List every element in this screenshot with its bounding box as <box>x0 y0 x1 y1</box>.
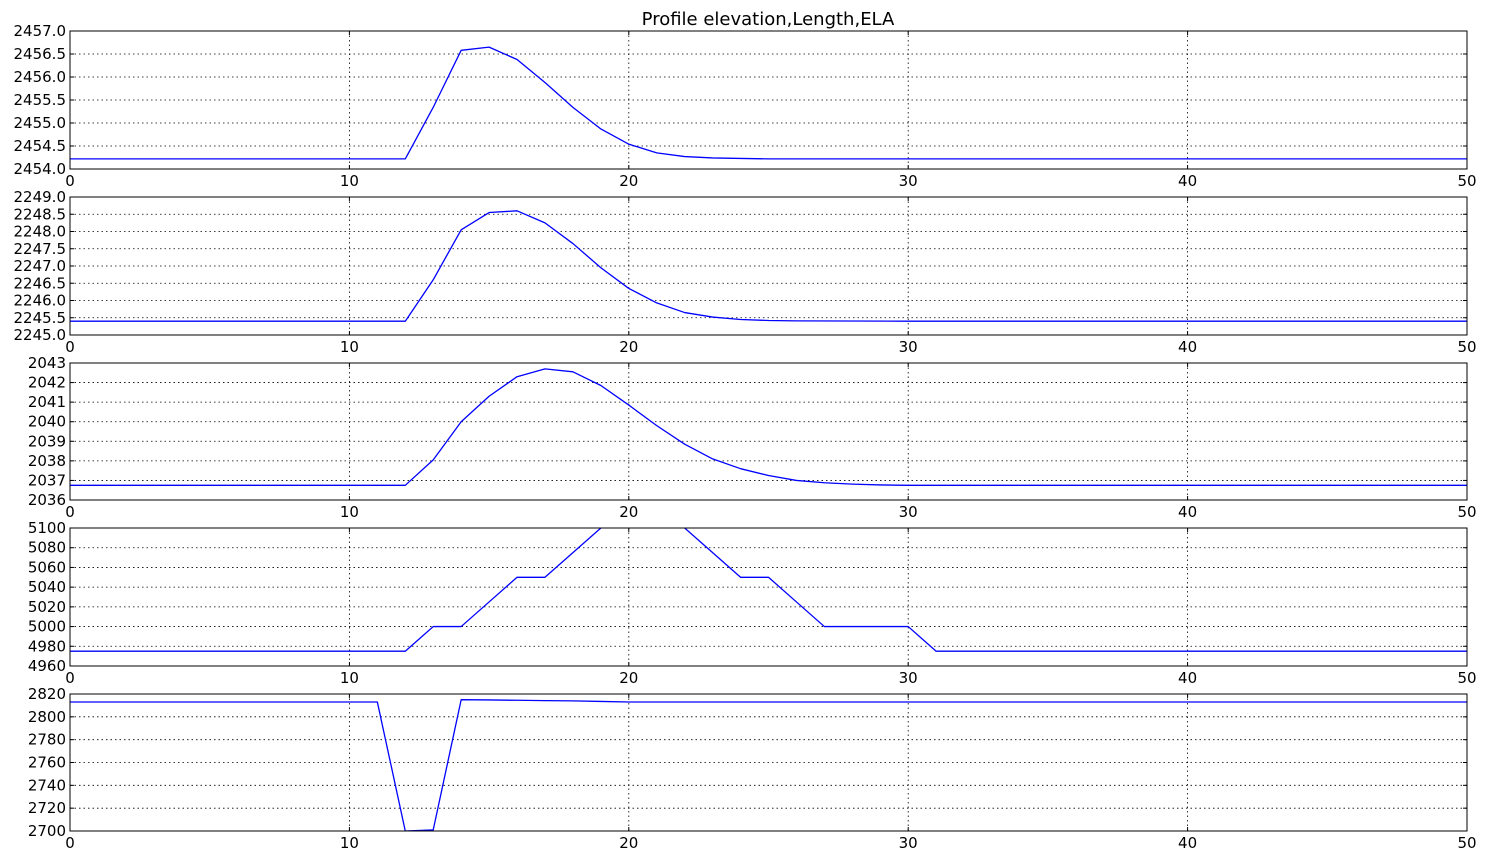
x-tick-label: 50 <box>1457 503 1476 521</box>
y-tick-label: 2036 <box>28 491 66 509</box>
x-tick-label: 20 <box>619 834 638 852</box>
grid <box>70 363 1467 500</box>
y-tick-label: 2454.0 <box>14 160 67 178</box>
x-tick-label: 0 <box>65 338 75 356</box>
plot-area <box>70 528 1467 666</box>
series-line-4-1 <box>70 528 1467 652</box>
x-tick-label: 10 <box>340 669 359 687</box>
y-tick-label: 2454.5 <box>14 137 67 155</box>
x-tick-label: 30 <box>899 172 918 190</box>
y-tick-label: 2245.0 <box>14 326 67 344</box>
axes-frame <box>69 527 1468 667</box>
x-tick-label: 0 <box>65 503 75 521</box>
x-tick-label: 40 <box>1178 338 1197 356</box>
y-tick-label: 2700 <box>28 822 66 840</box>
y-tick-label: 5080 <box>28 539 66 557</box>
y-tick-label: 2740 <box>28 776 66 794</box>
subplot-4: 0 10 20 30 40 5049604980500050205040506050805… <box>28 519 1477 687</box>
series-line-3-1 <box>70 368 1467 486</box>
y-tick-label: 2245.5 <box>14 309 67 327</box>
y-tick-label: 2456.5 <box>14 45 67 63</box>
figure-title: Profile elevation,Length,ELA <box>642 9 895 30</box>
y-tick-label: 2038 <box>28 452 66 470</box>
subplot-5: 0 10 20 30 40 50 2700 2720 2740 2760 2780 2800 2820 <box>28 685 1477 852</box>
grid <box>70 31 1467 169</box>
x-tick-label: 0 <box>65 172 75 190</box>
x-tick-label: 50 <box>1457 338 1476 356</box>
y-tick-label: 2455.0 <box>14 114 67 132</box>
y-tick-label: 2780 <box>28 731 66 749</box>
subplot-2: 0 10 20 30 40 502245.02245.52246.02246.52247.… <box>14 188 1477 356</box>
x-tick-label: 50 <box>1457 669 1476 687</box>
y-tick-label: 2457.0 <box>14 22 67 40</box>
x-tick-label: 50 <box>1457 172 1476 190</box>
x-tick-label: 10 <box>340 503 359 521</box>
y-tick-label: 2246.0 <box>14 292 67 310</box>
x-tick-label: 30 <box>899 338 918 356</box>
x-tick-label: 20 <box>619 503 638 521</box>
x-tick-label: 20 <box>619 669 638 687</box>
x-tick-label: 30 <box>899 669 918 687</box>
x-tick-label: 0 <box>65 834 75 852</box>
series-line-1-1 <box>70 46 1467 160</box>
y-tick-label: 4960 <box>28 657 66 675</box>
y-tick-label: 5100 <box>28 519 66 537</box>
x-tick-label: 10 <box>340 834 359 852</box>
y-tick-label: 2040 <box>28 413 66 431</box>
x-tick-label: 40 <box>1178 172 1197 190</box>
x-tick-label: 20 <box>619 172 638 190</box>
y-tick-label: 2248.0 <box>14 223 67 241</box>
y-tick-label: 2042 <box>28 374 66 392</box>
x-tick-label: 30 <box>899 503 918 521</box>
y-tick-label: 2455.5 <box>14 91 67 109</box>
x-tick-label: 40 <box>1178 503 1197 521</box>
subplot-stack: 0 10 20 30 40 50 2454.0 2454.5 2455.0 2455.5 2456.… <box>14 22 1477 852</box>
series-line-2-1 <box>70 210 1467 322</box>
plot-area <box>70 363 1467 500</box>
y-tick-label: 2039 <box>28 432 66 450</box>
y-tick-label: 2456.0 <box>14 68 67 86</box>
y-tick-label: 4980 <box>28 637 66 655</box>
x-tick-label: 20 <box>619 338 638 356</box>
y-tick-label: 2247.5 <box>14 240 67 258</box>
y-tick-label: 5000 <box>28 618 66 636</box>
x-tick-label: 30 <box>899 834 918 852</box>
y-tick-label: 2760 <box>28 754 66 772</box>
y-tick-label: 2043 <box>28 354 66 372</box>
y-tick-label: 2246.5 <box>14 274 67 292</box>
y-tick-label: 5040 <box>28 578 66 596</box>
x-tick-label: 40 <box>1178 669 1197 687</box>
y-tick-label: 5060 <box>28 558 66 576</box>
y-tick-label: 2037 <box>28 471 66 489</box>
y-tick-label: 2248.5 <box>14 205 67 223</box>
x-tick-label: 50 <box>1457 834 1476 852</box>
y-tick-label: 5020 <box>28 598 66 616</box>
x-tick-label: 10 <box>340 172 359 190</box>
y-tick-label: 2800 <box>28 708 66 726</box>
y-tick-label: 2820 <box>28 685 66 703</box>
y-tick-label: 2041 <box>28 393 66 411</box>
y-tick-label: 2249.0 <box>14 188 67 206</box>
x-tick-label: 10 <box>340 338 359 356</box>
grid <box>70 197 1467 335</box>
y-tick-label: 2720 <box>28 799 66 817</box>
x-tick-label: 0 <box>65 669 75 687</box>
y-tick-label: 2247.0 <box>14 257 67 275</box>
axes-frame <box>69 362 1468 501</box>
grid <box>70 694 1467 831</box>
grid <box>70 528 1467 666</box>
x-tick-label: 40 <box>1178 834 1197 852</box>
subplot-1: 0 10 20 30 40 50 2454.0 2454.5 2455.0 2455.5 2456.… <box>14 22 1477 190</box>
